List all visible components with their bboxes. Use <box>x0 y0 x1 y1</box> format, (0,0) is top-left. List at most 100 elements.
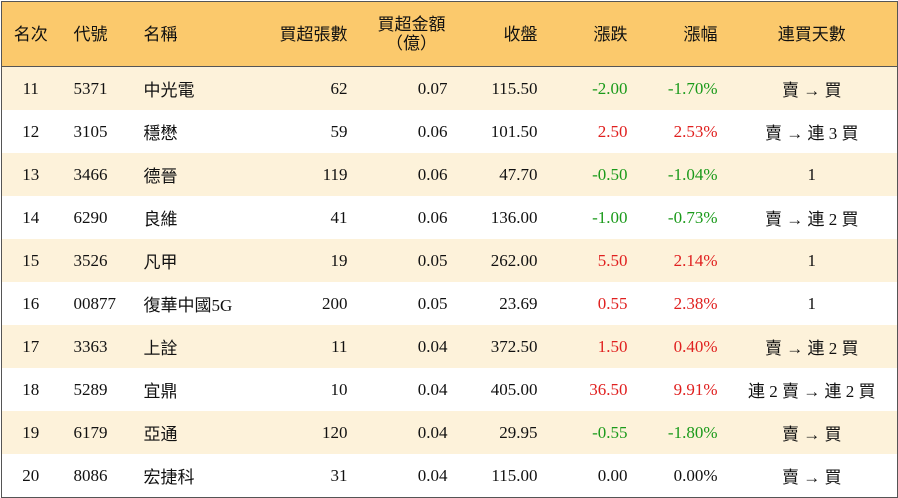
table-cell: 6290 <box>73 207 108 227</box>
table-cell: 20 <box>22 465 40 485</box>
table-cell: 00877 <box>73 293 117 313</box>
table-cell: 372.50 <box>456 325 547 368</box>
table-cell: -1.70% <box>636 66 727 110</box>
table-cell: -1.04% <box>636 153 727 196</box>
table-cell: 5371 <box>59 66 132 110</box>
table-cell: 0.04 <box>356 411 457 454</box>
table-cell: 中光電 <box>131 66 257 110</box>
table-cell: 2.38% <box>673 293 718 313</box>
table-cell: 262.00 <box>456 239 547 282</box>
table-cell: 13 <box>1 153 60 196</box>
table-cell: 115.00 <box>491 465 538 485</box>
table-cell: 14 <box>22 207 40 227</box>
column-header: 名稱 <box>131 1 257 67</box>
table-cell: 3105 <box>73 121 108 141</box>
table-cell: 3526 <box>59 239 132 282</box>
header-row: 名次 代號 名稱 買超張數 買超金額 （億） 收盤 漲跌 漲幅 連買天數 <box>1 1 898 67</box>
table-cell: 賣 → 買 <box>726 66 898 110</box>
table-cell: 136.00 <box>490 207 538 227</box>
table-cell: 19 <box>1 411 60 454</box>
table-row: 17 3363 上詮 11 0.04 372.50 1.50 0.40% 賣 → 連 2 買 <box>1 325 898 368</box>
table-body: 11 5371 中光電 62 0.07 115.50 -2.00 -1.70% 賣 → 買 12 3… <box>1 66 898 498</box>
table-cell: -1.80% <box>636 411 727 454</box>
table-cell: 59 <box>330 121 348 141</box>
table-cell: 2.14% <box>636 239 727 282</box>
table-cell: 115.50 <box>456 66 547 110</box>
table-cell: -0.50 <box>546 153 637 196</box>
column-header: 買超張數 <box>256 1 357 67</box>
table-cell: 62 <box>256 66 357 110</box>
table-cell: 0.04 <box>417 465 448 485</box>
table-cell: 200 <box>322 293 348 313</box>
table-cell: 亞通 <box>131 411 257 454</box>
table-cell: 8086 <box>73 465 108 485</box>
table-cell: 0.05 <box>417 293 448 313</box>
table-cell: -0.55 <box>546 411 637 454</box>
table-cell: 10 <box>330 379 348 399</box>
table-cell: 41 <box>330 207 348 227</box>
table-row: 15 3526 凡甲 19 0.05 262.00 5.50 2.14% 1 <box>1 239 898 282</box>
table-cell: 5.50 <box>546 239 637 282</box>
table-cell: 1 <box>726 239 898 282</box>
table-cell: -0.73% <box>667 207 718 227</box>
table-cell: 101.50 <box>490 121 538 141</box>
table-cell: 119 <box>256 153 357 196</box>
table-cell: 賣 → 買 <box>726 411 898 454</box>
column-header: 連買天數 <box>726 1 898 67</box>
table-cell: 2.50 <box>597 121 628 141</box>
table-cell: 16 <box>22 293 40 313</box>
table-cell: 賣 → 連 2 買 <box>765 210 859 229</box>
table-cell: 47.70 <box>456 153 547 196</box>
table-row: 16 00877 復華中國5G 200 0.05 23.69 0.55 2.38% 1 <box>2 282 898 325</box>
table-cell: -2.00 <box>546 66 637 110</box>
table-cell: 15 <box>1 239 60 282</box>
table-row: 20 8086 宏捷科 31 0.04 115.00 0.00 0.00% 賣 → 買 <box>2 454 898 498</box>
table-cell: 0.00% <box>673 465 718 485</box>
table-cell: 賣 → 買 <box>782 468 842 487</box>
table-cell: 1 <box>726 153 898 196</box>
table-cell: 0.07 <box>356 66 457 110</box>
table-cell: 0.04 <box>417 379 448 399</box>
column-header: 買超金額 （億） <box>356 1 457 67</box>
table-cell: 120 <box>256 411 357 454</box>
table-row: 14 6290 良維 41 0.06 136.00 -1.00 -0.73% 賣 → 連 2 買 <box>2 196 898 239</box>
column-header: 漲幅 <box>636 1 727 67</box>
table-cell: 2.53% <box>673 121 718 141</box>
table-cell: 賣 → 連 3 買 <box>765 124 859 143</box>
table-cell: 0.05 <box>356 239 457 282</box>
table-cell: 0.55 <box>597 293 628 313</box>
table-row: 11 5371 中光電 62 0.07 115.50 -2.00 -1.70% 賣 → 買 <box>1 66 898 110</box>
table-cell: 6179 <box>59 411 132 454</box>
table-cell: 良維 <box>143 210 178 229</box>
column-header: 漲跌 <box>546 1 637 67</box>
table-cell: 凡甲 <box>131 239 257 282</box>
table-cell: 穩懋 <box>143 124 178 143</box>
table-cell: 11 <box>256 325 357 368</box>
column-header: 名次 <box>1 1 60 67</box>
column-header: 代號 <box>59 1 132 67</box>
table-cell: 1.50 <box>546 325 637 368</box>
table-cell: 31 <box>330 465 348 485</box>
table-cell: 上詮 <box>131 325 257 368</box>
table-cell: 5289 <box>73 379 108 399</box>
table-cell: 12 <box>22 121 40 141</box>
table-cell: 19 <box>256 239 357 282</box>
table-cell: 0.04 <box>356 325 457 368</box>
table-cell: 0.06 <box>356 153 457 196</box>
table-cell: 405.00 <box>490 379 538 399</box>
table-cell: 復華中國5G <box>143 296 233 315</box>
table-row: 19 6179 亞通 120 0.04 29.95 -0.55 -1.80% 賣 → 買 <box>1 411 898 454</box>
table-cell: 23.69 <box>499 293 538 313</box>
table-cell: 11 <box>1 66 60 110</box>
table-cell: 3363 <box>59 325 132 368</box>
table-row: 12 3105 穩懋 59 0.06 101.50 2.50 2.53% 賣 → 連 3 買 <box>2 110 898 153</box>
table-cell: 9.91% <box>673 379 718 399</box>
table-cell: 17 <box>1 325 60 368</box>
table-row: 18 5289 宜鼎 10 0.04 405.00 36.50 9.91% 連 2 賣 → 連 … <box>2 368 898 411</box>
table-row: 13 3466 德晉 119 0.06 47.70 -0.50 -1.04% 1 <box>1 153 898 196</box>
table-cell: 36.50 <box>589 379 628 399</box>
column-header: 收盤 <box>456 1 547 67</box>
table-cell: 賣 → 連 2 買 <box>726 325 898 368</box>
